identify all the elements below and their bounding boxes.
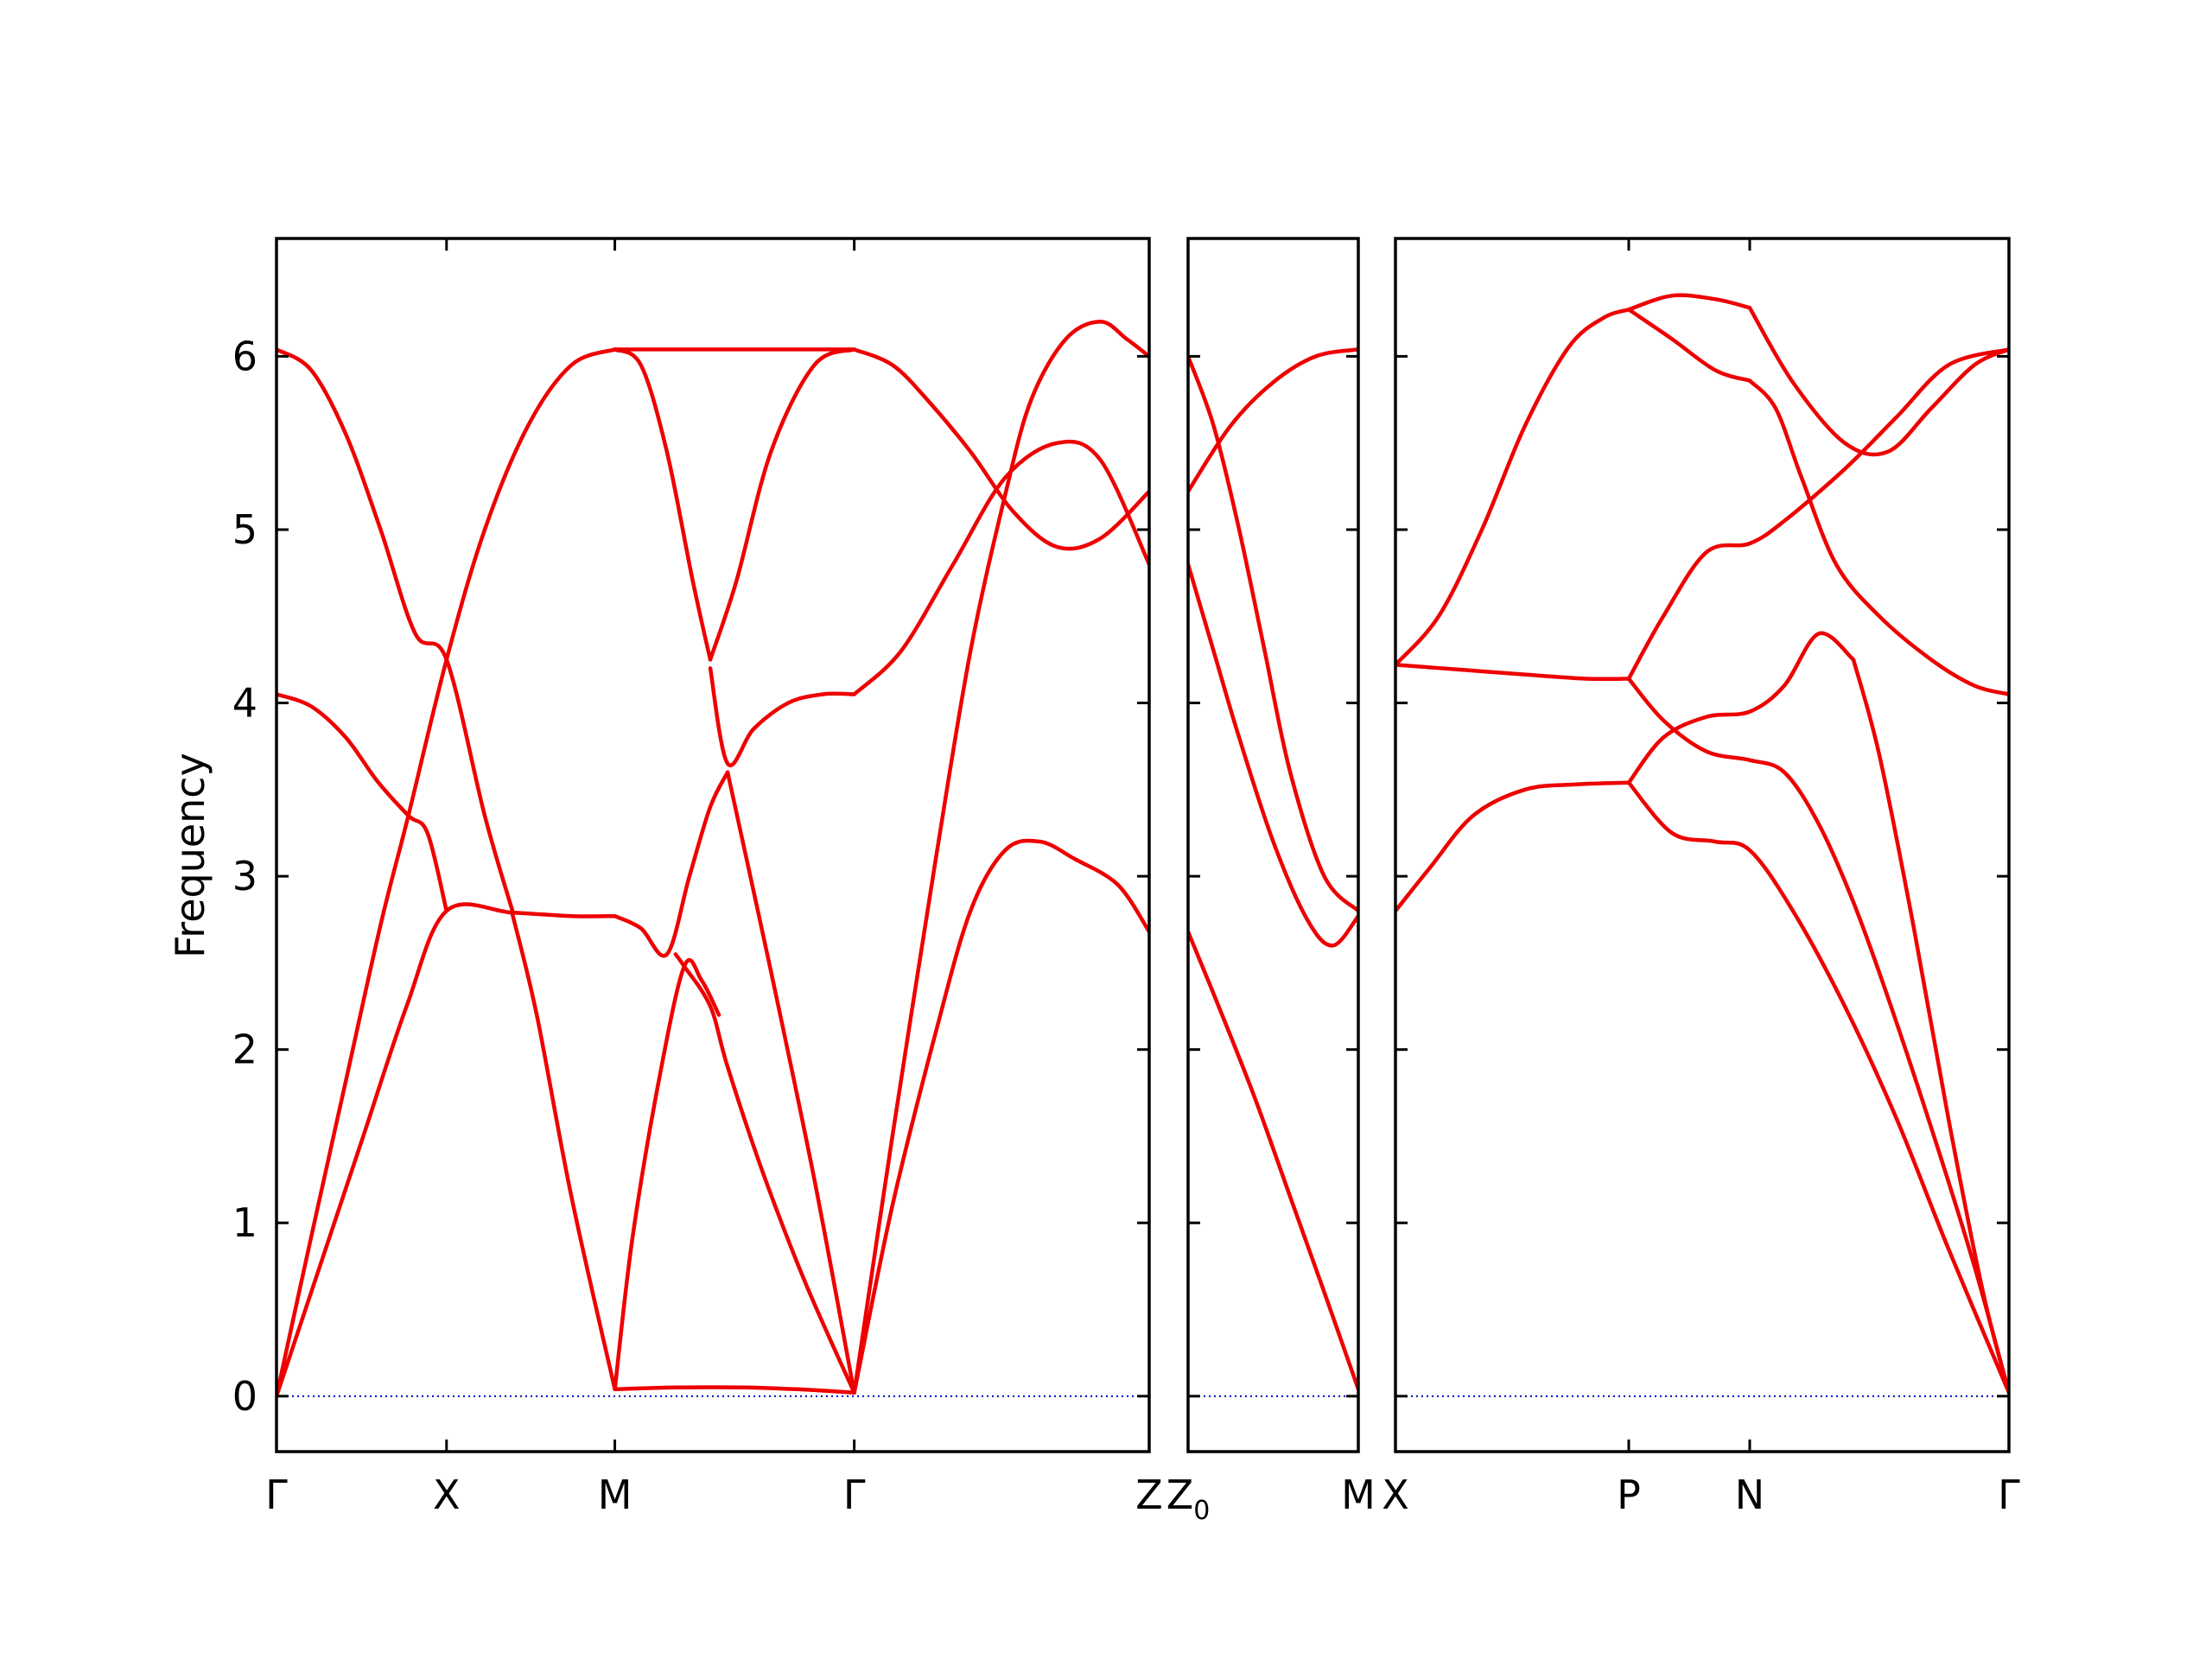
panel-3-frame (1394, 237, 2011, 1453)
band-line (1395, 307, 1631, 667)
band-line (1395, 663, 1631, 682)
x-tick-label: X (433, 1471, 461, 1518)
band-line (708, 347, 856, 662)
band-line (1626, 677, 2009, 1395)
band-line (613, 957, 721, 1392)
y-tick-label: 5 (232, 506, 257, 553)
x-tick-label: X (1382, 1471, 1409, 1518)
x-tick-label: Z0 (1166, 1471, 1211, 1526)
x-tick-label: Γ (1998, 1471, 2020, 1518)
x-tick-label: Γ (265, 1471, 288, 1518)
band-line (276, 902, 617, 1399)
panel-1-frame (275, 237, 1151, 1453)
band-line (1626, 347, 2009, 681)
band-line (1188, 354, 1358, 913)
y-axis-label: Frequency (167, 753, 213, 958)
panel-2-bands (1188, 347, 1358, 1392)
band-line (1626, 307, 1752, 383)
band-line (613, 770, 730, 958)
panel-2-frame (1186, 237, 1360, 1453)
y-tick-label: 1 (232, 1199, 257, 1246)
band-line (1626, 631, 1856, 785)
band-line (1747, 305, 2009, 457)
band-line (852, 320, 1149, 1395)
band-line (1626, 780, 2009, 1395)
band-line (852, 439, 1149, 696)
y-tick-label: 0 (232, 1373, 257, 1420)
band-line (708, 666, 856, 768)
band-line (510, 912, 617, 1392)
band-line (276, 347, 617, 1399)
band-line (1851, 658, 2009, 1395)
panel-3-bands (1395, 293, 2009, 1395)
x-tick-label: Z (1135, 1471, 1163, 1518)
panel-1-bands (276, 320, 1149, 1399)
band-line (673, 952, 856, 1395)
panel-1: 0 1 2 3 4 5 6 Γ X M Γ Z (232, 237, 1163, 1518)
band-line (1188, 347, 1358, 494)
x-tick-label: M (598, 1471, 632, 1518)
y-tick-label: 4 (232, 680, 257, 727)
x-tick-label-subscript: 0 (1193, 1496, 1210, 1526)
band-line (1188, 562, 1358, 948)
band-line (1395, 780, 1631, 913)
band-line (276, 692, 449, 913)
x-tick-label: M (1341, 1471, 1376, 1518)
x-tick-label: Γ (843, 1471, 866, 1518)
band-line (1747, 378, 2009, 696)
y-tick-label: 2 (232, 1027, 257, 1073)
band-line (725, 770, 856, 1395)
band-line (613, 1385, 856, 1395)
y-tick-label: 6 (232, 333, 257, 379)
band-line (276, 347, 515, 913)
y-tick-label: 3 (232, 853, 257, 899)
x-tick-label: N (1735, 1471, 1764, 1518)
band-line (852, 838, 1149, 1395)
band-line (613, 347, 713, 662)
band-line (1626, 293, 1752, 312)
panel-2: Z0 M (1166, 237, 1376, 1526)
x-tick-label: P (1617, 1471, 1641, 1518)
band-line (1188, 930, 1358, 1392)
band-line (852, 347, 1149, 551)
